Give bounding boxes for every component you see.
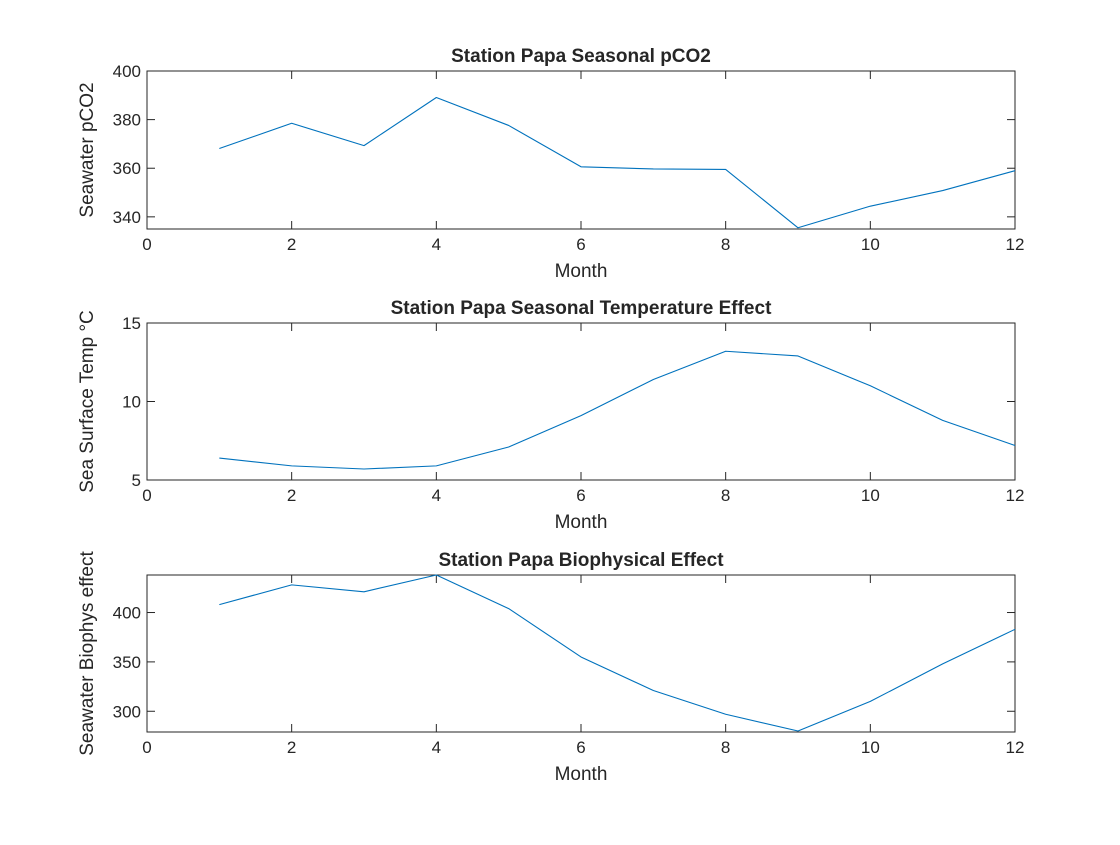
y-tick-label: 350 — [113, 653, 141, 672]
subplot-2: 0 2 4 6 8 10 12 5 10 15 Station Papa Seasonal Temp… — [77, 298, 1024, 533]
x-tick-label: 2 — [287, 738, 296, 757]
chart-title: Station Papa Seasonal Temperature Effect — [391, 298, 772, 319]
x-tick-label: 12 — [1006, 235, 1025, 254]
y-tick-label: 380 — [113, 111, 141, 130]
x-axis-label: Month — [555, 512, 608, 533]
x-tick-label: 0 — [142, 235, 151, 254]
x-axis-label: Month — [555, 261, 608, 282]
x-tick-label: 4 — [432, 235, 441, 254]
y-axis-label: Sea Surface Temp °C — [77, 310, 98, 493]
x-axis-label: Month — [555, 764, 608, 785]
subplot-1: 0 2 4 6 8 10 12 340 360 380 400 Station Papa Season… — [77, 46, 1024, 282]
x-tick-label: 8 — [721, 235, 730, 254]
y-tick-label: 10 — [122, 393, 141, 412]
x-tick-label: 10 — [861, 486, 880, 505]
chart-title: Station Papa Biophysical Effect — [438, 550, 724, 571]
x-tick-label: 10 — [861, 738, 880, 757]
x-tick-label: 8 — [721, 486, 730, 505]
series-line — [219, 350, 1016, 470]
series-line — [219, 96, 1016, 229]
y-tick-label: 360 — [113, 159, 141, 178]
x-tick-label: 12 — [1006, 738, 1025, 757]
y-axis-label: Seawater pCO2 — [77, 82, 98, 217]
x-tick-label: 10 — [861, 235, 880, 254]
x-tick-label: 6 — [576, 738, 585, 757]
subplot-3: 0 2 4 6 8 10 12 300 350 400 Station Papa Biophysic… — [77, 550, 1024, 785]
x-tick-label: 4 — [432, 738, 441, 757]
x-tick-label: 0 — [142, 738, 151, 757]
series-line — [219, 574, 1016, 732]
y-tick-label: 15 — [122, 314, 141, 333]
x-tick-label: 2 — [287, 235, 296, 254]
y-tick-label: 400 — [113, 604, 141, 623]
y-tick-label: 300 — [113, 702, 141, 721]
y-tick-label: 340 — [113, 208, 141, 227]
x-tick-label: 8 — [721, 738, 730, 757]
y-axis-label: Seawater Biophys effect — [77, 551, 98, 756]
y-tick-label: 400 — [113, 62, 141, 81]
x-tick-label: 6 — [576, 486, 585, 505]
y-tick-label: 5 — [132, 471, 141, 490]
x-tick-label: 12 — [1006, 486, 1025, 505]
x-tick-label: 4 — [432, 486, 441, 505]
x-tick-label: 2 — [287, 486, 296, 505]
chart-title: Station Papa Seasonal pCO2 — [451, 46, 711, 67]
x-tick-label: 6 — [576, 235, 585, 254]
x-tick-label: 0 — [142, 486, 151, 505]
